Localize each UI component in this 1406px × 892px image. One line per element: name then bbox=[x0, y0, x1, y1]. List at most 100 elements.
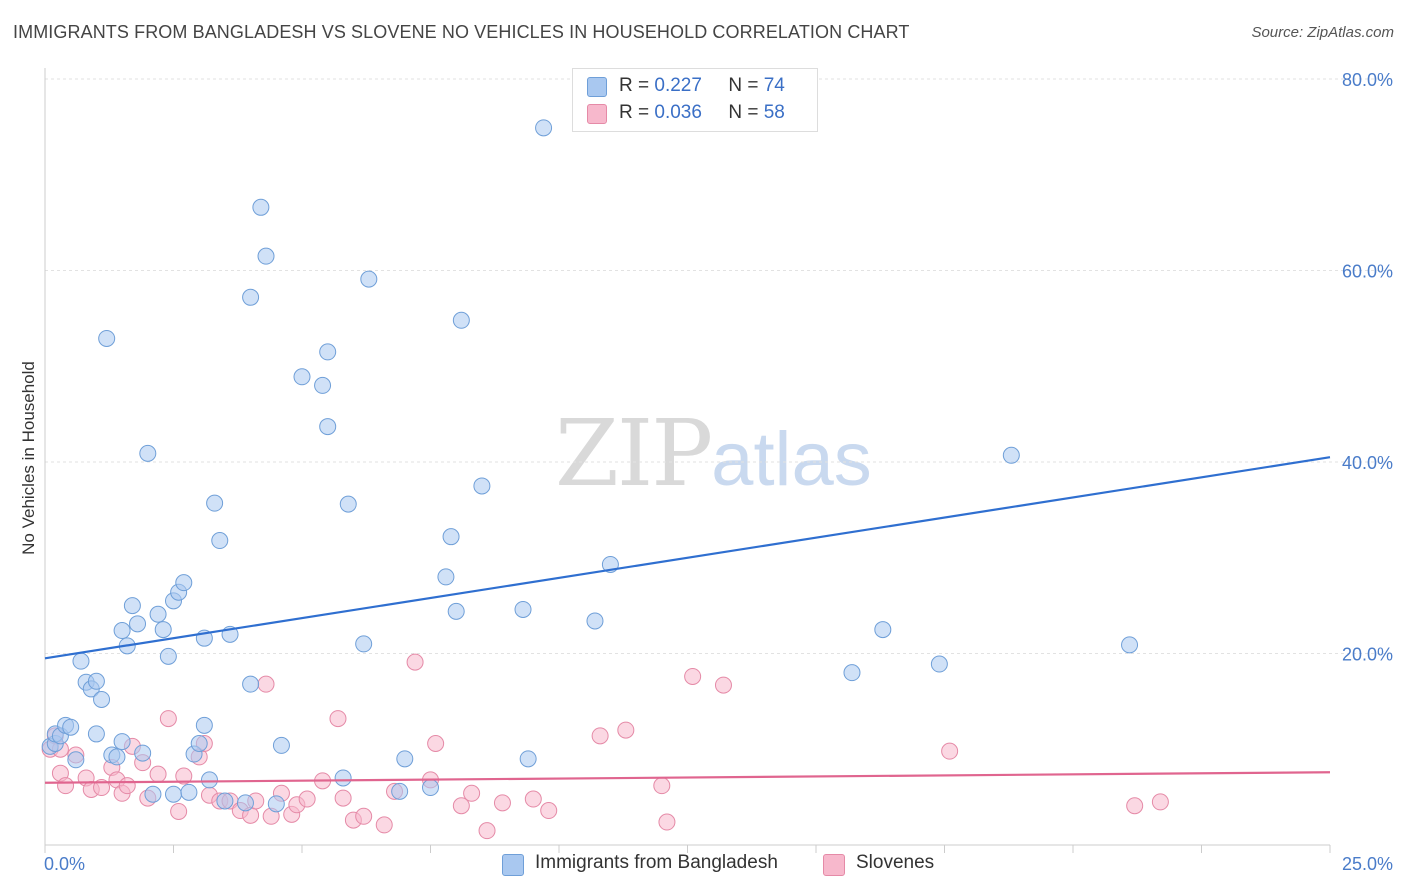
point-s0-36 bbox=[200, 771, 218, 789]
point-s1-12 bbox=[118, 777, 136, 795]
point-s0-63 bbox=[473, 477, 491, 495]
point-s1-8 bbox=[93, 779, 111, 797]
point-s0-54 bbox=[355, 635, 373, 653]
point-s0-5 bbox=[62, 718, 80, 736]
grid-lines bbox=[45, 78, 1392, 654]
point-s0-6 bbox=[67, 751, 85, 769]
trend-line-s0 bbox=[44, 456, 1331, 660]
watermark-zip: ZIP bbox=[555, 400, 713, 507]
axes bbox=[44, 68, 1331, 853]
point-s1-4 bbox=[57, 777, 75, 795]
trend-line-s1 bbox=[44, 771, 1331, 784]
series-legend: Immigrants from Bangladesh Slovenes bbox=[0, 852, 1406, 878]
legend-n-label: N = bbox=[728, 75, 759, 96]
point-s0-50 bbox=[319, 418, 337, 436]
point-s1-39 bbox=[375, 816, 393, 834]
point-s0-27 bbox=[165, 785, 182, 803]
legend-n-label: N = bbox=[728, 102, 759, 123]
point-s0-69 bbox=[843, 664, 861, 682]
point-s0-34 bbox=[195, 716, 213, 734]
point-s1-52 bbox=[653, 777, 671, 795]
point-s1-35 bbox=[329, 710, 347, 728]
y-tick-label-2: 60.0% bbox=[1342, 262, 1393, 282]
point-s0-47 bbox=[272, 736, 290, 754]
point-s1-28 bbox=[257, 675, 275, 693]
point-s0-73 bbox=[1121, 636, 1139, 654]
y-tick-label-1: 40.0% bbox=[1342, 453, 1393, 473]
point-s0-49 bbox=[314, 376, 332, 394]
point-s0-13 bbox=[98, 329, 116, 347]
point-s1-49 bbox=[540, 802, 558, 820]
legend-label-bangladesh: Immigrants from Bangladesh bbox=[535, 852, 778, 873]
point-s0-65 bbox=[519, 750, 537, 768]
point-s1-18 bbox=[170, 802, 188, 820]
legend-r-value: 0.227 bbox=[654, 75, 702, 96]
point-s0-23 bbox=[144, 785, 162, 803]
point-s0-51 bbox=[319, 343, 337, 361]
point-s0-57 bbox=[396, 750, 414, 768]
point-s1-41 bbox=[406, 653, 424, 671]
point-s1-50 bbox=[591, 727, 609, 745]
point-s0-48 bbox=[293, 368, 311, 386]
point-s0-19 bbox=[123, 597, 141, 615]
legend-r-label: R = bbox=[619, 75, 650, 96]
point-s0-10 bbox=[87, 725, 105, 743]
point-s1-44 bbox=[452, 797, 470, 815]
source-credit: Source: ZipAtlas.com bbox=[1251, 24, 1394, 41]
point-s0-45 bbox=[257, 247, 275, 265]
data-points bbox=[41, 119, 1169, 840]
point-s0-17 bbox=[113, 622, 131, 640]
y-tick-label-3: 80.0% bbox=[1342, 70, 1393, 90]
point-s0-55 bbox=[360, 270, 378, 288]
point-s1-53 bbox=[658, 813, 676, 831]
trend-lines bbox=[44, 456, 1331, 784]
legend-n-value: 58 bbox=[763, 102, 785, 123]
point-s0-30 bbox=[175, 574, 193, 592]
point-s0-41 bbox=[236, 794, 254, 812]
point-s1-57 bbox=[1126, 797, 1144, 815]
point-s0-44 bbox=[252, 198, 270, 216]
point-s0-67 bbox=[586, 612, 604, 630]
point-s1-55 bbox=[714, 676, 732, 694]
point-s0-26 bbox=[159, 647, 177, 665]
legend-text-slovenes: R = 0.036 N = 58 bbox=[619, 102, 785, 124]
point-s1-38 bbox=[355, 807, 373, 825]
point-s0-72 bbox=[1002, 446, 1020, 464]
watermark-atlas: atlas bbox=[711, 417, 872, 502]
point-s1-58 bbox=[1151, 793, 1169, 811]
point-s0-53 bbox=[339, 495, 357, 513]
legend-r-label: R = bbox=[619, 102, 650, 123]
legend-n-value: 74 bbox=[763, 75, 785, 96]
point-s0-43 bbox=[242, 288, 260, 306]
legend-swatch-slovenes bbox=[587, 104, 607, 124]
point-s1-46 bbox=[478, 822, 496, 840]
point-s0-70 bbox=[874, 621, 892, 639]
point-s0-16 bbox=[113, 733, 131, 751]
legend-swatch-bangladesh bbox=[502, 854, 524, 876]
point-s1-36 bbox=[334, 789, 352, 807]
point-s0-56 bbox=[391, 782, 409, 800]
point-s0-64 bbox=[514, 600, 532, 618]
point-s0-37 bbox=[206, 494, 224, 512]
point-s0-60 bbox=[442, 528, 460, 546]
point-s0-21 bbox=[134, 744, 152, 762]
tick-labels: 20.0% 40.0% 60.0% 80.0% 0.0% 25.0% bbox=[44, 70, 1393, 874]
legend-swatch-slovenes bbox=[823, 854, 845, 876]
watermark: ZIPatlas bbox=[555, 400, 872, 507]
point-s0-12 bbox=[93, 690, 111, 708]
point-s1-47 bbox=[493, 794, 511, 812]
point-s0-52 bbox=[334, 769, 352, 787]
legend-label-slovenes: Slovenes bbox=[856, 852, 935, 873]
point-s0-33 bbox=[190, 735, 208, 753]
point-s0-58 bbox=[422, 779, 439, 797]
point-s1-56 bbox=[941, 742, 959, 760]
point-s1-16 bbox=[149, 765, 167, 783]
point-s0-46 bbox=[267, 795, 285, 813]
point-s0-7 bbox=[72, 652, 90, 670]
point-s1-51 bbox=[617, 721, 635, 739]
legend-text-bangladesh: R = 0.227 N = 74 bbox=[619, 75, 785, 97]
point-s0-15 bbox=[108, 748, 126, 766]
y-tick-label-0: 20.0% bbox=[1342, 645, 1393, 665]
x-tick-label-1: 25.0% bbox=[1342, 854, 1393, 874]
point-s0-11 bbox=[87, 672, 105, 690]
